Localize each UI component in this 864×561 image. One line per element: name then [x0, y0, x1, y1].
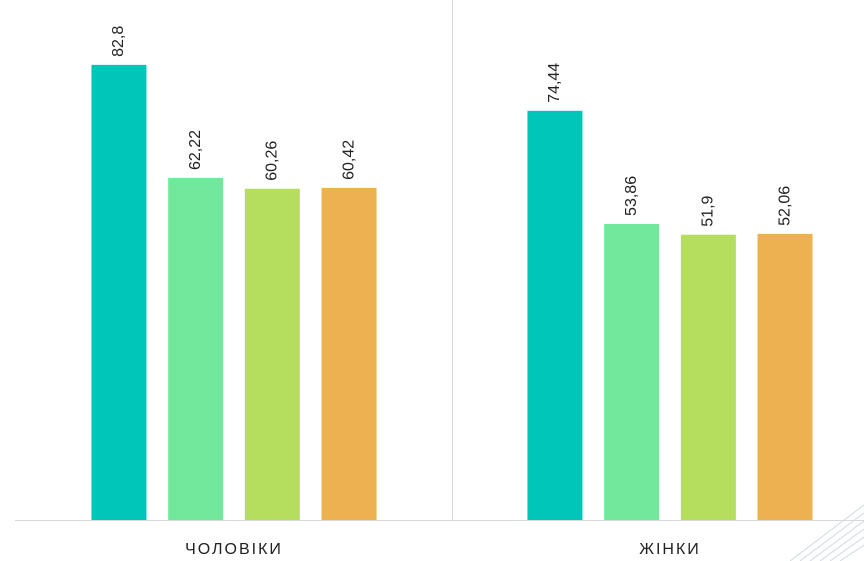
bar [527, 110, 583, 520]
bar [757, 233, 813, 521]
bar [680, 234, 736, 520]
category-label: ЧОЛОВІКИ [185, 541, 283, 558]
bar [321, 187, 377, 521]
value-label: 52,06 [776, 186, 793, 226]
value-label: 60,26 [264, 141, 281, 181]
value-label: 74,44 [546, 63, 563, 103]
category-label: ЖІНКИ [639, 541, 701, 558]
value-label: 82,8 [110, 26, 127, 57]
value-label: 51,9 [700, 195, 717, 226]
value-label: 60,42 [340, 140, 357, 180]
value-label: 53,86 [623, 176, 640, 216]
decoration [789, 504, 864, 561]
bar [91, 64, 147, 520]
value-label: 62,22 [187, 130, 204, 170]
bar [604, 223, 660, 520]
bar [244, 188, 300, 520]
bar [168, 177, 224, 521]
